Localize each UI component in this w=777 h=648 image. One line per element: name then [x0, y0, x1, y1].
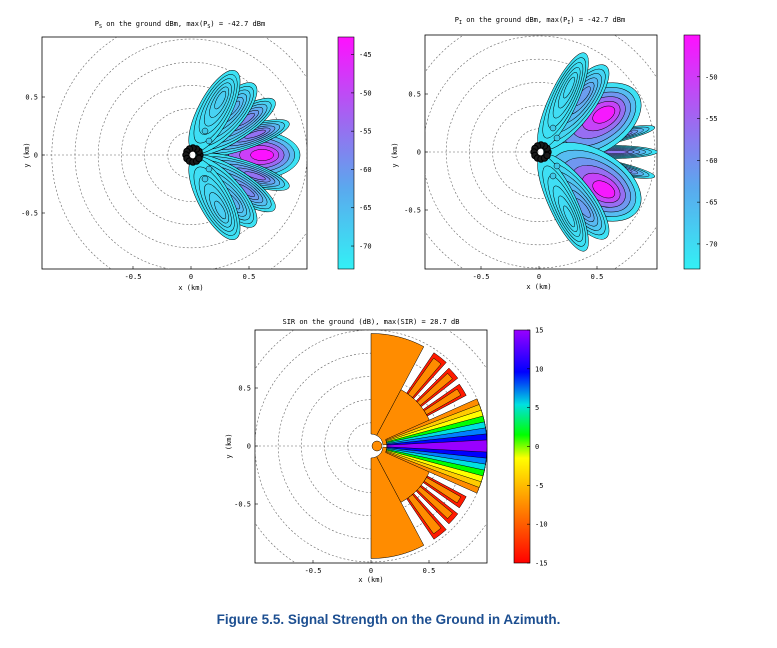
pi-y-tick-label: 0.5: [408, 91, 421, 99]
pi-lobe: [537, 52, 589, 149]
ps-colorbar: [337, 36, 355, 270]
sir-colorbar-tick-label: 10: [535, 365, 543, 373]
sir-ticks: -0.5 0 0.5 0.5 0 -0.5: [234, 385, 435, 576]
ps-y-tick-label: 0.5: [25, 94, 38, 102]
pi-colorbar-tick-label: -50: [705, 73, 718, 81]
sir-y-tick-label: 0: [247, 443, 251, 451]
sir-y-tick-label: 0.5: [238, 385, 251, 393]
sir-sector: [407, 494, 442, 535]
ps-title: PS on the ground dBm, max(PS) = -42.7 dB…: [95, 20, 265, 30]
pi-lobes: [530, 52, 657, 252]
sir-x-tick-label: -0.5: [305, 567, 322, 575]
sir-colorbar-tick-label: -10: [535, 521, 548, 529]
ps-x-tick-label: 0.5: [243, 273, 256, 281]
sir-sector: [370, 456, 425, 559]
sir-title: SIR on the ground (dB), max(SIR) = 28.7 …: [282, 318, 459, 326]
sir-colorbar-tick-label: -15: [535, 560, 548, 568]
ps-ylabel: y (km): [23, 142, 31, 167]
ps-colorbar-tick-label: -65: [359, 204, 372, 212]
pi-x-tick-label: 0: [537, 273, 541, 281]
pi-y-tick-label: 0: [417, 149, 421, 157]
sir-colorbar-tick-label: -5: [535, 482, 543, 490]
figure-caption: Figure 5.5. Signal Strength on the Groun…: [216, 612, 561, 627]
sir-sector: [416, 372, 453, 406]
sir-colorbar-tick-label: 0: [535, 443, 539, 451]
ps-lobe: [188, 70, 241, 152]
sir-x-tick-label: 0.5: [423, 567, 436, 575]
pi-colorbar-tick-label: -65: [705, 199, 718, 207]
ps-colorbar-tick-label: -55: [359, 128, 372, 136]
sir-x-tick-label: 0: [369, 567, 373, 575]
ps-x-tick-label: -0.5: [125, 273, 142, 281]
ps-y-tick-label: 0: [34, 152, 38, 160]
sir-y-tick-label: -0.5: [234, 501, 251, 509]
sir-sector: [423, 477, 462, 504]
ps-colorbar-tick-label: -60: [359, 166, 372, 174]
sir-sector: [416, 486, 453, 520]
sir-xlabel: x (km): [358, 576, 383, 584]
ps-near-field-blob: [201, 175, 209, 183]
ps-near-field-blob: [205, 137, 213, 145]
ps-contour: [214, 200, 227, 220]
pi-near-field-blob: [549, 172, 557, 180]
pi-near-field-blob: [553, 162, 561, 170]
sir-sectors: [370, 333, 487, 559]
pi-title: PI on the ground dBm, max(PI) = -42.7 dB…: [455, 16, 625, 26]
ps-colorbar-tick-label: -45: [359, 51, 372, 59]
sir-sector: [423, 388, 462, 415]
ps-contour: [250, 149, 274, 161]
ps-ticks: -0.5 0 0.5 0.5 0 -0.5: [21, 94, 255, 282]
pi-colorbar: [683, 34, 701, 270]
ps-near-field: [182, 127, 213, 183]
sir-sector: [370, 333, 425, 436]
ps-contour: [214, 90, 227, 110]
pi-colorbar-tick-label: -60: [705, 157, 718, 165]
pi-near-field: [530, 124, 561, 180]
pi-near-field-blob: [543, 151, 551, 160]
sir-sector: [386, 439, 487, 453]
ps-x-tick-label: 0: [189, 273, 193, 281]
sir-plot: SIR on the ground (dB), max(SIR) = 28.7 …: [225, 318, 548, 584]
sir-origin-blob: [371, 440, 383, 452]
sir-colorbar-ticks: 15 10 5 0 -5 -10 -15: [527, 327, 548, 568]
ps-contour: [244, 171, 266, 181]
sir-colorbar-tick-label: 5: [535, 404, 539, 412]
pi-near-field-blob: [549, 124, 557, 132]
pi-colorbar-tick-label: -70: [705, 240, 718, 248]
pi-plot: PI on the ground dBm, max(PI) = -42.7 dB…: [391, 16, 718, 291]
ps-lobe: [188, 158, 241, 240]
ps-plot: PS on the ground dBm, max(PS) = -42.7 dB…: [21, 20, 372, 292]
ps-xlabel: x (km): [178, 284, 203, 292]
pi-ylabel: y (km): [391, 142, 399, 167]
pi-contour: [592, 180, 616, 199]
ps-colorbar-tick-label: -70: [359, 243, 372, 251]
pi-contour: [592, 105, 616, 124]
sir-ylabel: y (km): [225, 433, 233, 458]
pi-near-field-blob: [553, 134, 561, 142]
pi-x-tick-label: 0.5: [591, 273, 604, 281]
pi-xlabel: x (km): [526, 283, 551, 291]
ps-near-field-blob: [195, 154, 203, 163]
ps-lobes: [182, 70, 301, 240]
pi-contour: [603, 150, 629, 154]
ps-y-tick-label: -0.5: [21, 210, 38, 218]
ps-contour: [244, 129, 266, 139]
ps-colorbar-ticks: -45 -50 -55 -60 -65 -70: [351, 51, 372, 251]
pi-colorbar-ticks: -50 -55 -60 -65 -70: [697, 73, 718, 248]
pi-contour: [563, 205, 575, 228]
ps-colorbar-tick-label: -50: [359, 89, 372, 97]
pi-y-tick-label: -0.5: [404, 207, 421, 215]
pi-x-tick-label: -0.5: [473, 273, 490, 281]
pi-colorbar-tick-label: -55: [705, 115, 718, 123]
ps-near-field-blob: [201, 127, 209, 135]
sir-colorbar-tick-label: 15: [535, 327, 543, 335]
pi-ticks: -0.5 0 0.5 0.5 0 -0.5: [404, 91, 603, 282]
ps-near-field-blob: [205, 165, 213, 173]
sir-sector: [407, 357, 442, 398]
pi-contour: [563, 76, 575, 99]
